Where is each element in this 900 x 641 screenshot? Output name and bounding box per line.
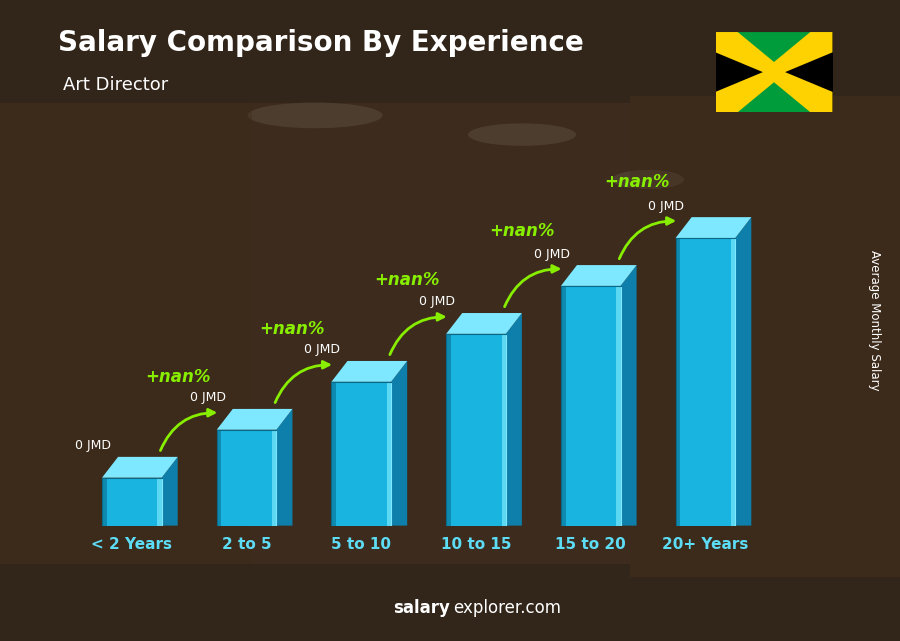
Text: 0 JMD: 0 JMD	[648, 199, 684, 213]
Bar	[252, 103, 630, 564]
Bar	[446, 334, 451, 526]
Ellipse shape	[248, 103, 382, 128]
Text: +nan%: +nan%	[145, 368, 211, 387]
Bar	[630, 96, 900, 577]
Polygon shape	[676, 217, 752, 238]
Polygon shape	[561, 265, 636, 286]
Bar	[107, 478, 162, 526]
Bar	[561, 286, 566, 526]
Bar	[0, 103, 252, 564]
Bar	[501, 334, 506, 526]
Text: Salary Comparison By Experience: Salary Comparison By Experience	[58, 29, 584, 57]
Bar	[331, 382, 337, 526]
Text: 0 JMD: 0 JMD	[304, 344, 340, 356]
Text: +nan%: +nan%	[260, 319, 325, 338]
Text: 0 JMD: 0 JMD	[75, 439, 111, 453]
Bar	[102, 478, 107, 526]
Text: 0 JMD: 0 JMD	[534, 247, 570, 260]
Polygon shape	[276, 409, 292, 526]
Text: explorer.com: explorer.com	[453, 599, 561, 617]
Polygon shape	[217, 409, 292, 429]
Polygon shape	[716, 32, 832, 72]
Polygon shape	[102, 457, 177, 478]
Text: +nan%: +nan%	[604, 174, 670, 192]
Bar	[158, 478, 162, 526]
Polygon shape	[446, 313, 522, 334]
Polygon shape	[506, 313, 522, 526]
Text: salary: salary	[393, 599, 450, 617]
Text: 0 JMD: 0 JMD	[190, 392, 226, 404]
Bar	[387, 382, 392, 526]
Text: +nan%: +nan%	[489, 222, 554, 240]
Polygon shape	[162, 457, 177, 526]
Polygon shape	[331, 361, 407, 382]
Text: 0 JMD: 0 JMD	[419, 296, 455, 308]
Polygon shape	[620, 265, 636, 526]
Bar	[731, 238, 735, 526]
Bar	[566, 286, 620, 526]
Polygon shape	[392, 361, 407, 526]
Bar	[337, 382, 392, 526]
Bar	[616, 286, 620, 526]
Text: Average Monthly Salary: Average Monthly Salary	[868, 250, 881, 391]
Ellipse shape	[468, 123, 576, 146]
Bar	[680, 238, 735, 526]
Bar	[221, 429, 276, 526]
Polygon shape	[716, 32, 832, 112]
Polygon shape	[716, 72, 832, 112]
Text: Art Director: Art Director	[63, 76, 168, 94]
Polygon shape	[735, 217, 752, 526]
Bar	[272, 429, 276, 526]
Bar	[676, 238, 680, 526]
Bar	[451, 334, 506, 526]
Bar	[217, 429, 221, 526]
Ellipse shape	[612, 170, 684, 189]
Text: +nan%: +nan%	[374, 271, 440, 289]
